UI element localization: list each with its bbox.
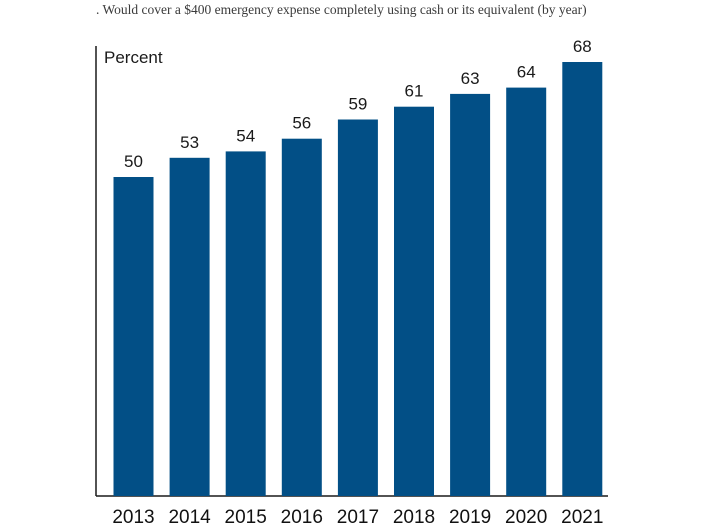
x-tick-label-2018: 2018 xyxy=(393,507,435,528)
value-label-2020: 64 xyxy=(517,63,536,82)
value-label-2017: 59 xyxy=(348,95,367,114)
bar-2017 xyxy=(337,119,378,496)
x-tick-label-2015: 2015 xyxy=(225,507,267,528)
value-label-2013: 50 xyxy=(124,152,143,171)
bars-group xyxy=(113,62,603,497)
value-label-2015: 54 xyxy=(236,126,255,145)
value-label-2021: 68 xyxy=(573,37,592,56)
x-tick-labels-group: 2013 2014 2015 2016 2017 2018 2019 2020 2021 xyxy=(112,507,603,528)
bar-2015 xyxy=(225,151,266,496)
value-label-2018: 61 xyxy=(405,82,424,101)
bar-2020 xyxy=(506,87,547,496)
value-label-2019: 63 xyxy=(461,69,480,88)
x-tick-label-2013: 2013 xyxy=(112,507,154,528)
bar-2013 xyxy=(113,177,154,496)
bar-2018 xyxy=(394,106,434,496)
bar-2021 xyxy=(562,62,603,496)
x-tick-label-2021: 2021 xyxy=(561,507,603,528)
bar-2019 xyxy=(450,93,491,497)
value-label-2014: 53 xyxy=(180,133,199,152)
x-tick-label-2017: 2017 xyxy=(337,507,379,528)
value-labels-group: 50 53 54 56 59 61 63 64 68 xyxy=(124,37,592,171)
chart-title: . Would cover a $400 emergency expense c… xyxy=(96,2,616,17)
bar-2016 xyxy=(281,138,322,496)
x-tick-label-2019: 2019 xyxy=(449,507,491,528)
y-axis-label: Percent xyxy=(104,48,163,67)
x-tick-label-2014: 2014 xyxy=(168,507,211,528)
x-tick-label-2020: 2020 xyxy=(505,507,547,528)
x-tick-label-2016: 2016 xyxy=(281,507,323,528)
value-label-2016: 56 xyxy=(292,114,311,133)
bar-2014 xyxy=(169,157,210,497)
chart-title-text: . Would cover a $400 emergency expense c… xyxy=(96,2,587,17)
